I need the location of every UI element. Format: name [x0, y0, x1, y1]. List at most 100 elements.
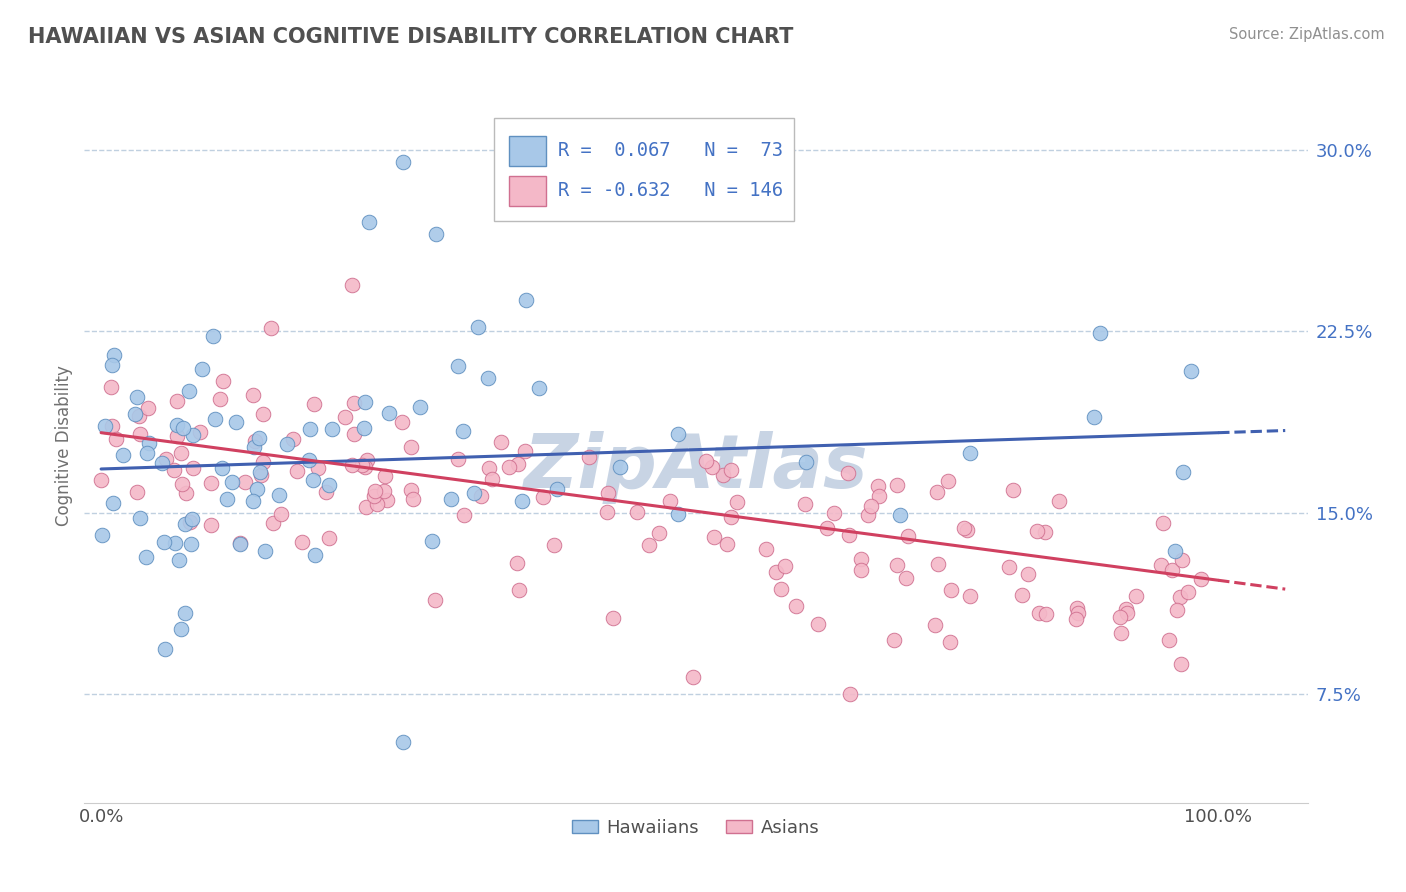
Point — [953, 521, 976, 535]
Point — [221, 475, 243, 489]
Point — [342, 427, 364, 442]
Point — [1028, 606, 1050, 620]
Point — [959, 589, 981, 603]
Point — [447, 451, 470, 466]
Point — [128, 409, 150, 424]
Point — [498, 459, 520, 474]
Point — [377, 492, 399, 507]
Point — [1177, 584, 1199, 599]
Point — [281, 433, 304, 447]
Point — [491, 435, 513, 450]
Point — [889, 508, 911, 522]
Point — [440, 492, 463, 507]
Point — [333, 409, 356, 424]
Point — [647, 525, 669, 540]
Point — [136, 401, 159, 416]
Point — [180, 512, 202, 526]
Point — [1109, 625, 1132, 640]
Point — [252, 407, 274, 421]
Point — [703, 530, 725, 544]
Point — [340, 277, 363, 292]
Point — [242, 387, 264, 401]
Point — [103, 496, 125, 510]
Point — [1088, 326, 1111, 340]
Point — [100, 379, 122, 393]
Point — [666, 427, 689, 442]
Point — [304, 548, 326, 562]
Point — [152, 456, 174, 470]
Point — [200, 518, 222, 533]
Point — [1157, 632, 1180, 647]
Point — [253, 544, 276, 558]
Point — [773, 559, 796, 574]
Text: Source: ZipAtlas.com: Source: ZipAtlas.com — [1229, 27, 1385, 42]
Point — [849, 563, 872, 577]
Point — [112, 448, 135, 462]
Point — [179, 515, 201, 529]
Point — [420, 533, 443, 548]
Point — [896, 571, 918, 585]
Point — [180, 537, 202, 551]
Point — [267, 488, 290, 502]
Point — [998, 559, 1021, 574]
Point — [927, 557, 949, 571]
Point — [242, 440, 264, 454]
Point — [391, 415, 413, 429]
Point — [252, 455, 274, 469]
Point — [423, 593, 446, 607]
Point — [391, 154, 413, 169]
Point — [447, 359, 470, 373]
Point — [765, 566, 787, 580]
Point — [1002, 483, 1025, 497]
Point — [163, 463, 186, 477]
Point — [1033, 524, 1056, 539]
Point — [247, 431, 270, 445]
Y-axis label: Cognitive Disability: Cognitive Disability — [55, 366, 73, 526]
Point — [200, 476, 222, 491]
Point — [1166, 603, 1188, 617]
Point — [838, 528, 860, 542]
Point — [276, 437, 298, 451]
Point — [596, 505, 619, 519]
Point — [1066, 600, 1088, 615]
Point — [700, 460, 723, 475]
FancyBboxPatch shape — [494, 118, 794, 221]
Point — [233, 475, 256, 490]
Point — [1017, 567, 1039, 582]
Point — [1164, 544, 1187, 558]
Point — [939, 582, 962, 597]
Point — [666, 507, 689, 521]
Point — [477, 371, 499, 385]
Point — [596, 486, 619, 500]
Point — [925, 485, 948, 500]
Point — [287, 465, 309, 479]
Point — [169, 445, 191, 459]
Point — [173, 606, 195, 620]
FancyBboxPatch shape — [509, 176, 546, 205]
Point — [364, 484, 387, 499]
Point — [188, 425, 211, 439]
Point — [838, 687, 860, 701]
Point — [177, 384, 200, 398]
Point — [467, 320, 489, 334]
Point — [543, 537, 565, 551]
Point — [342, 458, 364, 472]
Point — [166, 429, 188, 443]
Point — [720, 510, 742, 524]
Point — [270, 507, 292, 521]
Point — [152, 535, 174, 549]
Point — [463, 485, 485, 500]
Point — [807, 617, 830, 632]
Point — [453, 508, 475, 522]
Point — [1189, 573, 1212, 587]
Point — [849, 552, 872, 566]
Point — [868, 489, 890, 503]
Point — [262, 516, 284, 531]
Point — [716, 537, 738, 551]
Point — [174, 486, 197, 500]
Point — [172, 421, 194, 435]
Point — [546, 482, 568, 496]
Point — [373, 484, 395, 499]
Point — [956, 523, 979, 537]
Point — [315, 484, 337, 499]
